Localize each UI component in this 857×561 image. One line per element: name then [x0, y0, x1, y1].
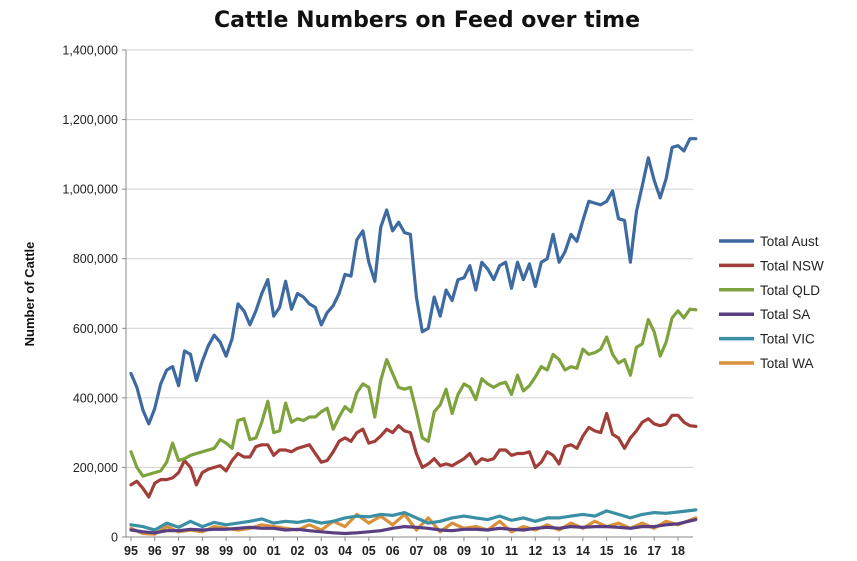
ytick-label-5: 1,000,000 — [62, 183, 118, 197]
xtick-label-15: 10 — [481, 544, 495, 558]
legend-label-total-aust: Total Aust — [760, 234, 819, 249]
x-axis-ticks: 95 96 97 98 99 00 01 02 03 04 05 06 07 08 09 10 11 12 13 14… — [124, 537, 685, 558]
ytick-label-6: 1,200,000 — [62, 113, 118, 127]
ytick-label-4: 800,000 — [73, 252, 118, 266]
xtick-label-5: 00 — [243, 544, 257, 558]
series-line-total-nsw — [129, 411, 698, 499]
xtick-label-4: 99 — [219, 544, 233, 558]
xtick-label-7: 02 — [291, 544, 305, 558]
xtick-label-20: 15 — [600, 544, 614, 558]
xtick-label-3: 98 — [195, 544, 209, 558]
ytick-label-3: 600,000 — [73, 322, 118, 336]
series-line-total-qld — [129, 307, 698, 478]
ytick-label-7: 1,400,000 — [62, 44, 118, 58]
xtick-label-17: 12 — [528, 544, 542, 558]
legend-label-total-nsw: Total NSW — [760, 258, 824, 273]
xtick-label-22: 17 — [647, 544, 661, 558]
ytick-label-2: 400,000 — [73, 391, 118, 405]
chart-title: Cattle Numbers on Feed over time — [214, 8, 640, 33]
xtick-label-12: 07 — [409, 544, 423, 558]
ytick-label-0: 0 — [111, 531, 118, 545]
xtick-label-10: 05 — [362, 544, 376, 558]
xtick-label-23: 18 — [671, 544, 685, 558]
y-axis-ticks: 0 200,000 400,000 600,000 800,000 1,000,000 1,… — [62, 44, 126, 545]
xtick-label-1: 96 — [148, 544, 162, 558]
legend-label-total-vic: Total VIC — [760, 332, 815, 347]
xtick-label-11: 06 — [386, 544, 400, 558]
series-line-total-vic — [129, 508, 698, 532]
xtick-label-18: 13 — [552, 544, 566, 558]
legend-label-total-wa: Total WA — [760, 356, 814, 371]
xtick-label-14: 09 — [457, 544, 471, 558]
legend-label-total-qld: Total QLD — [760, 283, 820, 298]
legend: Total Aust Total NSW Total QLD Total SA Tota… — [719, 234, 824, 371]
xtick-label-6: 01 — [267, 544, 281, 558]
xtick-label-19: 14 — [576, 544, 590, 558]
xtick-label-0: 95 — [124, 544, 138, 558]
gridlines — [126, 49, 693, 468]
series-lines — [129, 137, 698, 536]
series-line-total-aust — [129, 137, 698, 426]
xtick-label-9: 04 — [338, 544, 352, 558]
y-axis-label: Number of Cattle — [22, 242, 37, 347]
series-line-total-sa — [129, 517, 698, 536]
xtick-label-13: 08 — [433, 544, 447, 558]
legend-label-total-sa: Total SA — [760, 307, 810, 322]
xtick-label-2: 97 — [172, 544, 186, 558]
ytick-label-1: 200,000 — [73, 461, 118, 475]
xtick-label-8: 03 — [314, 544, 328, 558]
xtick-label-21: 16 — [623, 544, 637, 558]
xtick-label-16: 11 — [505, 544, 518, 558]
